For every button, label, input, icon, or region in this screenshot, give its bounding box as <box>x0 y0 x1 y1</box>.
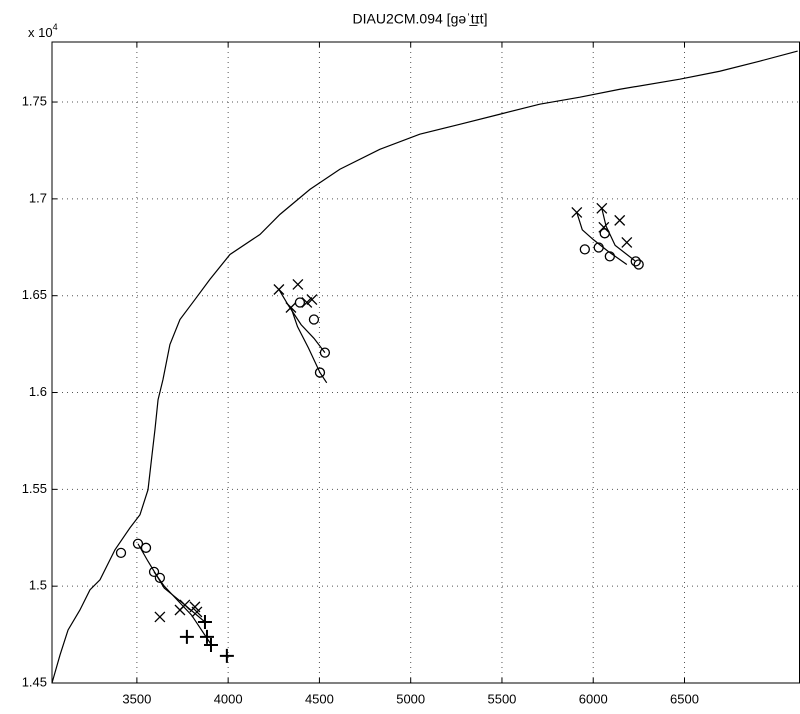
marker-circle <box>132 538 144 549</box>
x-tick-label: 5000 <box>396 691 425 706</box>
marker-x <box>191 606 203 618</box>
y-tick-label: 1.5 <box>29 578 47 593</box>
x-tick-label: 6500 <box>670 691 699 706</box>
line <box>601 208 637 262</box>
y-tick-label: 1.7 <box>29 190 47 205</box>
marker-circle <box>308 314 320 325</box>
marker-x <box>154 611 166 623</box>
y-tick-label: 1.65 <box>22 287 47 302</box>
marker-circle <box>294 297 306 308</box>
chart-title: DIAU2CM.094 [gəˈt̲ɪt] <box>353 11 488 27</box>
marker-circle <box>140 542 152 553</box>
x-tick-label: 4500 <box>305 691 334 706</box>
x-tick-label: 6000 <box>579 691 608 706</box>
marker-x <box>306 294 318 306</box>
y-tick-label: 1.75 <box>22 93 47 108</box>
marker-x <box>285 302 297 313</box>
marker-x <box>621 236 633 248</box>
line <box>51 50 798 684</box>
marker-plus <box>179 629 194 644</box>
marker-circle <box>633 259 644 270</box>
marker-circle <box>604 251 615 262</box>
x-tick-label: 4000 <box>214 691 243 706</box>
y-tick-label: 1.6 <box>29 384 47 399</box>
marker-circle <box>115 547 127 559</box>
marker-x <box>179 599 191 611</box>
line <box>278 289 326 353</box>
line <box>290 307 328 384</box>
y-multiplier: x 104 <box>28 22 58 40</box>
marker-x <box>571 206 583 218</box>
marker-circle <box>314 367 326 378</box>
marker-circle <box>599 228 610 239</box>
marker-circle <box>319 347 331 358</box>
y-tick-label: 1.55 <box>22 481 47 496</box>
y-tick-label: 1.45 <box>22 674 47 689</box>
marker-x <box>292 278 304 290</box>
x-tick-label: 3500 <box>122 691 151 706</box>
marker-circle <box>630 256 641 267</box>
marker-circle <box>148 566 160 577</box>
marker-x <box>596 202 608 214</box>
y-multiplier-exponent: 4 <box>53 22 58 32</box>
marker-plus <box>219 648 234 663</box>
marker-circle <box>579 244 590 255</box>
x-tick-label: 5500 <box>487 691 516 706</box>
marker-plus <box>199 629 214 644</box>
marker-circle <box>154 572 166 583</box>
marker-x <box>614 214 626 226</box>
marker-plus <box>203 638 218 653</box>
marker-plus <box>197 614 212 629</box>
marker-circle <box>593 242 604 253</box>
y-multiplier-base: x 10 <box>28 25 53 40</box>
marker-x <box>273 284 285 295</box>
